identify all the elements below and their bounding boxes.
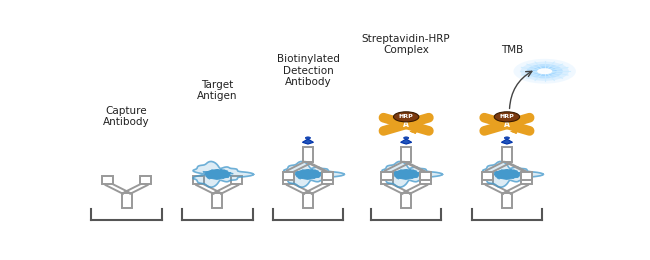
Bar — [420, 172, 431, 180]
Circle shape — [306, 137, 311, 139]
Polygon shape — [511, 131, 517, 133]
Bar — [521, 172, 532, 180]
Bar — [482, 172, 493, 180]
Polygon shape — [400, 139, 411, 144]
Text: Target
Antigen: Target Antigen — [197, 80, 237, 101]
Bar — [521, 176, 532, 184]
Circle shape — [500, 114, 506, 116]
Text: HRP: HRP — [500, 114, 514, 119]
Bar — [420, 176, 431, 184]
Circle shape — [504, 137, 510, 139]
Polygon shape — [496, 115, 503, 118]
Bar — [322, 172, 333, 180]
Bar — [382, 176, 393, 184]
Bar — [283, 172, 294, 180]
Bar — [140, 176, 151, 184]
Circle shape — [393, 112, 419, 122]
Text: Biotinylated
Detection
Antibody: Biotinylated Detection Antibody — [276, 54, 339, 87]
Circle shape — [404, 137, 409, 139]
Circle shape — [399, 114, 406, 116]
Polygon shape — [410, 131, 417, 133]
Bar — [231, 176, 242, 184]
Polygon shape — [483, 161, 543, 187]
Text: Capture
Antibody: Capture Antibody — [103, 106, 150, 127]
Polygon shape — [501, 139, 512, 144]
Circle shape — [526, 64, 563, 79]
Text: Streptavidin-HRP
Complex: Streptavidin-HRP Complex — [362, 34, 450, 55]
Circle shape — [537, 68, 552, 74]
Bar — [283, 176, 294, 184]
Bar — [382, 172, 393, 180]
Circle shape — [521, 62, 569, 81]
Polygon shape — [302, 139, 313, 144]
Text: TMB: TMB — [501, 45, 523, 55]
Bar — [482, 176, 493, 184]
Polygon shape — [511, 115, 517, 118]
Circle shape — [514, 59, 576, 84]
Circle shape — [532, 67, 557, 76]
Circle shape — [494, 112, 519, 122]
Text: A: A — [504, 120, 510, 129]
Polygon shape — [193, 161, 254, 187]
Bar — [102, 176, 113, 184]
Bar — [322, 176, 333, 184]
Text: HRP: HRP — [399, 114, 413, 119]
Polygon shape — [410, 131, 417, 133]
Polygon shape — [511, 131, 517, 133]
Bar — [192, 176, 203, 184]
Polygon shape — [284, 161, 344, 187]
Text: A: A — [403, 120, 409, 129]
Polygon shape — [410, 115, 417, 118]
Polygon shape — [395, 115, 402, 118]
Polygon shape — [382, 161, 443, 187]
